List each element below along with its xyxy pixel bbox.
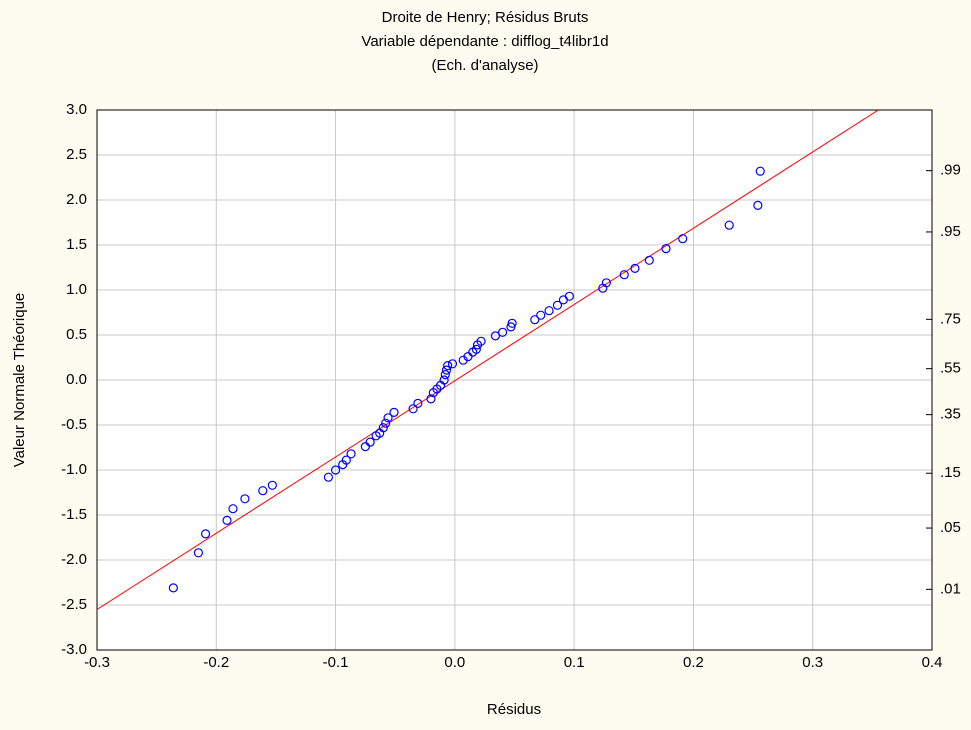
y2-tick-label: .01 <box>940 580 961 597</box>
x-tick-label: 0.3 <box>802 654 823 671</box>
y-tick-label: 2.5 <box>66 146 87 163</box>
data-point <box>222 515 232 526</box>
data-point <box>330 465 341 475</box>
y-tick-label: -3.0 <box>61 641 87 658</box>
data-point <box>258 486 268 496</box>
y2-tick-label: .55 <box>940 360 961 377</box>
data-point <box>378 423 388 433</box>
y2-tick-label: .35 <box>940 406 961 423</box>
y-tick-label: 1.5 <box>66 236 87 253</box>
data-point <box>346 449 356 459</box>
data-point <box>413 398 423 408</box>
data-point <box>365 437 375 447</box>
data-point <box>630 263 640 273</box>
y-tick-label: -2.0 <box>61 551 87 568</box>
y-tick-label: 0.0 <box>66 371 87 388</box>
data-point <box>564 291 574 301</box>
data-point <box>408 404 418 414</box>
data-point <box>441 365 452 375</box>
data-point <box>383 413 393 423</box>
data-point <box>439 375 449 385</box>
data-point <box>440 370 450 380</box>
data-point <box>678 234 688 244</box>
data-point <box>552 300 563 310</box>
x-axis-label: Résidus <box>487 701 541 718</box>
y-tick-label: -1.0 <box>61 461 87 478</box>
data-point <box>443 361 453 371</box>
data-point <box>341 455 351 465</box>
data-point <box>755 166 765 176</box>
x-tick-label: -0.1 <box>323 654 349 671</box>
plot-border <box>96 109 933 651</box>
y-tick-label: -1.5 <box>61 506 87 523</box>
data-point <box>619 270 629 280</box>
data-point <box>267 480 277 490</box>
y2-tick-label: .15 <box>940 464 961 481</box>
x-tick-label: 0.1 <box>564 654 585 671</box>
x-tick-label: 0.2 <box>683 654 704 671</box>
y-tick-label: 3.0 <box>66 101 87 118</box>
y2-tick-label: .05 <box>940 519 961 536</box>
x-tick-label: -0.2 <box>203 654 229 671</box>
y2-tick-label: .99 <box>940 162 961 179</box>
data-point <box>168 583 178 593</box>
x-tick-label: 0.0 <box>444 654 465 671</box>
data-point <box>724 220 734 230</box>
data-point <box>536 310 546 320</box>
x-tick-label: -0.3 <box>84 654 110 671</box>
data-point <box>323 472 334 482</box>
data-point <box>200 529 211 539</box>
data-point <box>507 318 517 328</box>
chart-note: (Ech. d'analyse) <box>431 57 538 74</box>
data-point <box>497 327 508 337</box>
data-point <box>471 344 481 354</box>
y2-tick-label: .95 <box>940 223 961 240</box>
data-point <box>426 394 436 404</box>
data-point <box>447 359 458 369</box>
chart-subtitle: Variable dépendante : difflog_t4libr1d <box>361 33 608 50</box>
data-point <box>476 336 486 346</box>
chart-title: Droite de Henry; Résidus Bruts <box>382 9 589 26</box>
data-point <box>240 494 250 504</box>
data-point <box>530 315 540 325</box>
data-point <box>490 331 501 341</box>
data-point <box>193 548 203 558</box>
y-tick-label: -0.5 <box>61 416 87 433</box>
y-tick-label: 0.5 <box>66 326 87 343</box>
y-tick-label: -2.5 <box>61 596 87 613</box>
data-point <box>661 244 671 254</box>
y-tick-label: 2.0 <box>66 191 87 208</box>
fit-line <box>97 110 879 610</box>
x-tick-label: 0.4 <box>922 654 943 671</box>
data-point <box>753 200 763 210</box>
data-point <box>601 278 611 288</box>
data-point <box>228 504 238 514</box>
y2-tick-label: .75 <box>940 310 961 327</box>
y-axis-label: Valeur Normale Théorique <box>11 293 28 468</box>
data-point <box>381 418 391 428</box>
y-tick-label: 1.0 <box>66 281 87 298</box>
data-point <box>389 407 399 417</box>
data-point <box>544 306 554 316</box>
data-point <box>644 255 654 265</box>
